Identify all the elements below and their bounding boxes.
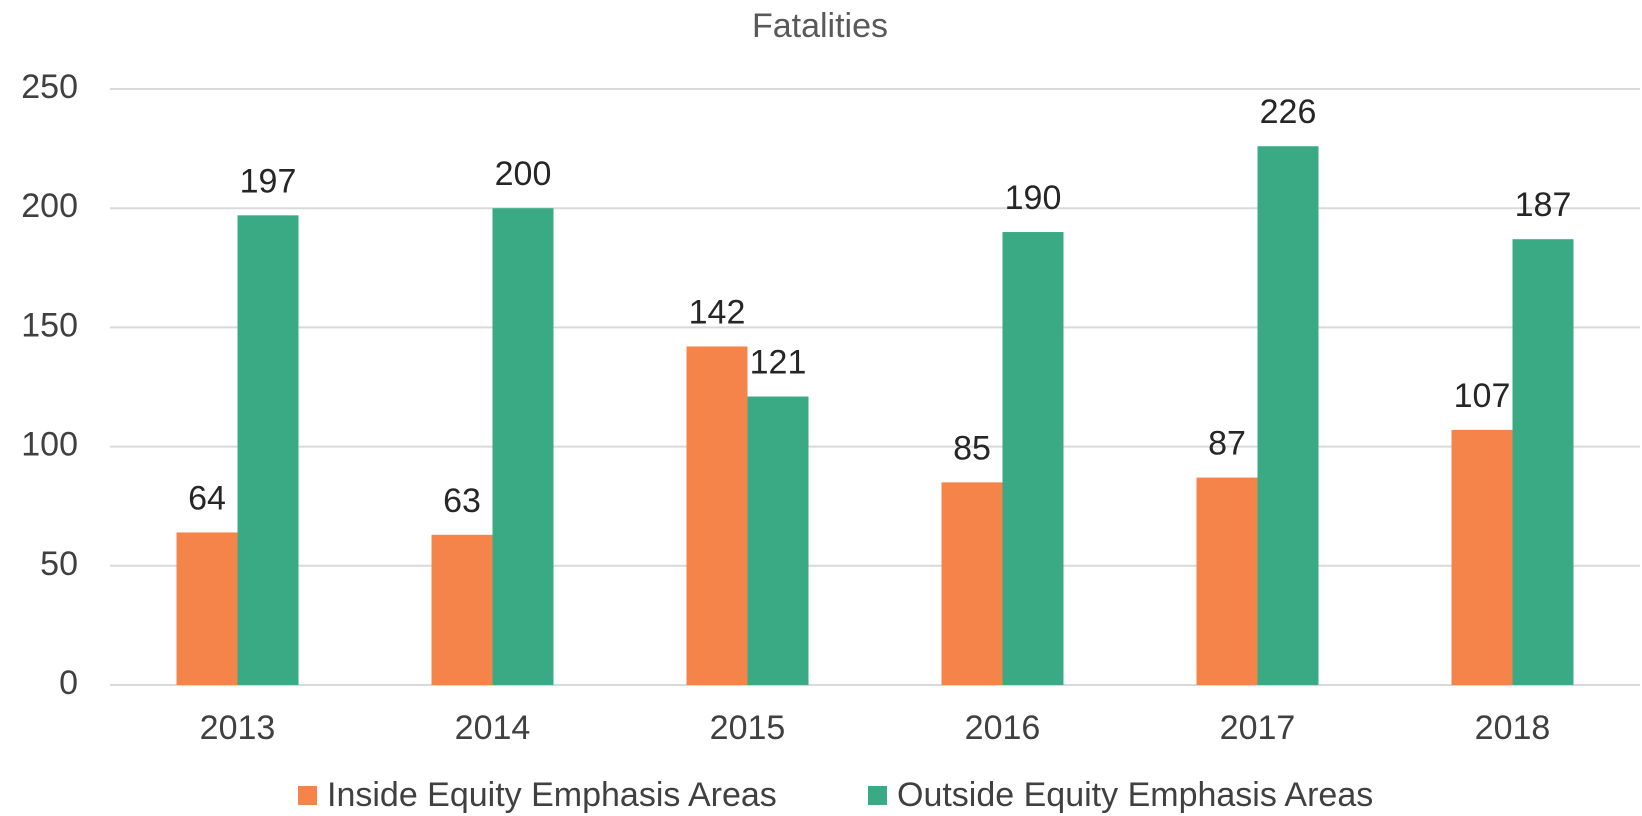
bar	[747, 396, 809, 685]
data-label: 226	[1260, 93, 1317, 131]
data-label: 190	[1005, 179, 1062, 217]
data-label: 87	[1208, 425, 1246, 463]
y-tick-label: 0	[59, 664, 78, 702]
y-tick-label: 200	[21, 187, 78, 225]
x-tick-label: 2014	[455, 709, 531, 747]
data-label: 85	[953, 429, 991, 467]
legend-label: Inside Equity Emphasis Areas	[327, 776, 777, 814]
y-tick-label: 100	[21, 426, 78, 464]
bar	[1451, 429, 1513, 685]
bar	[237, 215, 299, 686]
data-label: 121	[750, 344, 807, 382]
bar	[1196, 477, 1258, 685]
bar	[492, 208, 554, 685]
y-tick-label: 150	[21, 306, 78, 344]
x-tick-label: 2018	[1475, 709, 1551, 747]
data-label: 64	[188, 479, 226, 517]
chart-title: Fatalities	[752, 7, 888, 45]
data-label: 142	[689, 293, 746, 331]
bar	[686, 346, 748, 685]
bar	[1512, 239, 1574, 685]
bar	[941, 482, 1003, 685]
legend-swatch	[868, 786, 887, 805]
bar	[1002, 232, 1064, 686]
bar	[1257, 146, 1319, 685]
bar	[176, 532, 238, 685]
data-label: 187	[1515, 186, 1572, 224]
data-label: 63	[443, 482, 481, 520]
data-label: 107	[1454, 377, 1511, 415]
bar	[431, 534, 493, 685]
y-tick-label: 250	[21, 68, 78, 106]
data-label: 200	[495, 155, 552, 193]
x-tick-label: 2013	[200, 709, 276, 747]
legend-label: Outside Equity Emphasis Areas	[897, 776, 1373, 814]
data-label: 197	[240, 162, 297, 200]
legend-swatch	[298, 786, 317, 805]
x-tick-label: 2015	[710, 709, 786, 747]
x-tick-label: 2016	[965, 709, 1041, 747]
y-tick-label: 50	[40, 545, 78, 583]
x-tick-label: 2017	[1220, 709, 1296, 747]
